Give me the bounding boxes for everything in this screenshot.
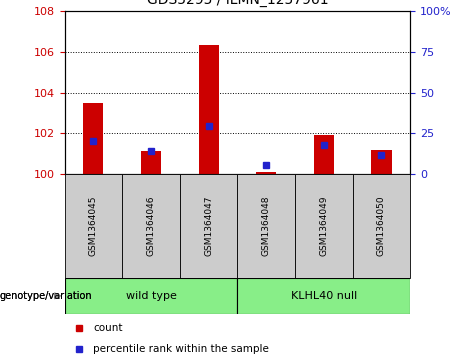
Bar: [256, 172, 276, 174]
Bar: [372, 150, 391, 174]
Bar: [237, 174, 295, 278]
Text: percentile rank within the sample: percentile rank within the sample: [93, 344, 269, 354]
Text: wild type: wild type: [125, 291, 177, 301]
Bar: [353, 174, 410, 278]
Text: genotype/variation: genotype/variation: [0, 291, 93, 301]
Bar: [237, 278, 410, 314]
Text: GSM1364050: GSM1364050: [377, 196, 386, 256]
Bar: [180, 174, 237, 278]
Title: GDS5295 / ILMN_1257961: GDS5295 / ILMN_1257961: [147, 0, 328, 7]
Text: KLHL40 null: KLHL40 null: [291, 291, 357, 301]
Bar: [122, 174, 180, 278]
Bar: [83, 103, 103, 174]
Text: GSM1364045: GSM1364045: [89, 196, 98, 256]
Bar: [141, 151, 161, 174]
Bar: [199, 45, 219, 174]
Text: GSM1364049: GSM1364049: [319, 196, 328, 256]
Bar: [295, 174, 353, 278]
Bar: [314, 135, 334, 174]
Text: genotype/variation: genotype/variation: [0, 291, 93, 301]
Text: GSM1364048: GSM1364048: [262, 196, 271, 256]
Bar: [65, 278, 237, 314]
Text: count: count: [93, 323, 123, 333]
Text: GSM1364047: GSM1364047: [204, 196, 213, 256]
Text: GSM1364046: GSM1364046: [147, 196, 155, 256]
Bar: [65, 174, 122, 278]
